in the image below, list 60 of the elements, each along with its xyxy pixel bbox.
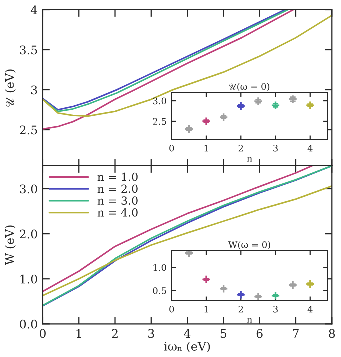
x-tick-label: 1 xyxy=(204,144,208,152)
x-tick-label: 4 xyxy=(308,144,313,152)
legend-label: n = 1.0 xyxy=(98,172,138,182)
x-axis-title: n xyxy=(247,318,252,323)
point xyxy=(236,102,246,111)
point xyxy=(236,290,246,300)
line-series xyxy=(42,14,332,118)
point xyxy=(202,116,212,126)
point xyxy=(184,250,194,258)
x-tick-label: 6 xyxy=(256,329,263,338)
y-tick-label: 3 xyxy=(31,86,38,95)
chart-title: 𝒰(ω = 0) xyxy=(230,83,270,92)
x-tick-label: 2 xyxy=(238,306,244,313)
y-axis-title: 𝒰 (eV) xyxy=(5,70,16,107)
x-tick-label: 0 xyxy=(170,144,174,152)
x-tick-label: 1 xyxy=(76,329,82,338)
line-series xyxy=(42,186,332,297)
y-axis-title: W (eV) xyxy=(5,226,16,266)
x-tick-label: 3 xyxy=(274,144,278,152)
x-tick-label: 5 xyxy=(220,329,227,338)
point xyxy=(219,112,228,122)
point xyxy=(184,124,194,134)
legend-label: n = 2.0 xyxy=(98,184,138,194)
line-series xyxy=(42,10,294,130)
x-tick-label: 2 xyxy=(112,329,118,338)
point xyxy=(254,292,264,301)
point xyxy=(306,100,316,110)
x-tick-label: 7 xyxy=(293,329,299,338)
y-tick-label: 1.0 xyxy=(154,264,166,272)
y-tick-label: 0.0 xyxy=(20,320,38,329)
x-tick-label: 1 xyxy=(204,306,208,313)
legend-label: n = 4.0 xyxy=(98,208,138,217)
x-axis-title: iωₙ (eV) xyxy=(164,342,210,353)
y-tick-label: 2.5 xyxy=(20,126,38,135)
y-tick-label: 3.0 xyxy=(153,98,166,105)
x-axis-title: n xyxy=(247,156,252,162)
x-tick-label: 4 xyxy=(308,306,313,313)
y-tick-label: 2.0 xyxy=(20,230,38,239)
chart-title: W(ω = 0) xyxy=(228,241,270,250)
point xyxy=(306,280,316,289)
x-tick-label: 3 xyxy=(274,306,278,313)
legend-label: n = 3.0 xyxy=(98,196,138,205)
line-series xyxy=(42,166,314,292)
y-tick-label: 3.5 xyxy=(20,46,38,55)
x-tick-label: 2 xyxy=(238,144,244,152)
point xyxy=(202,275,212,284)
x-tick-label: 0 xyxy=(170,306,174,313)
point xyxy=(271,291,280,300)
y-tick-label: 1.0 xyxy=(20,274,38,284)
point xyxy=(271,100,280,110)
y-tick-label: 3.0 xyxy=(20,184,38,194)
point xyxy=(254,96,264,106)
point xyxy=(219,284,228,294)
x-tick-label: 0 xyxy=(40,329,46,338)
x-tick-label: 4 xyxy=(184,329,191,338)
point xyxy=(288,280,298,290)
y-tick-label: 4 xyxy=(30,6,38,14)
y-tick-label: 2.5 xyxy=(153,118,166,126)
x-tick-label: 8 xyxy=(329,329,336,338)
y-tick-label: 0.5 xyxy=(153,288,166,294)
